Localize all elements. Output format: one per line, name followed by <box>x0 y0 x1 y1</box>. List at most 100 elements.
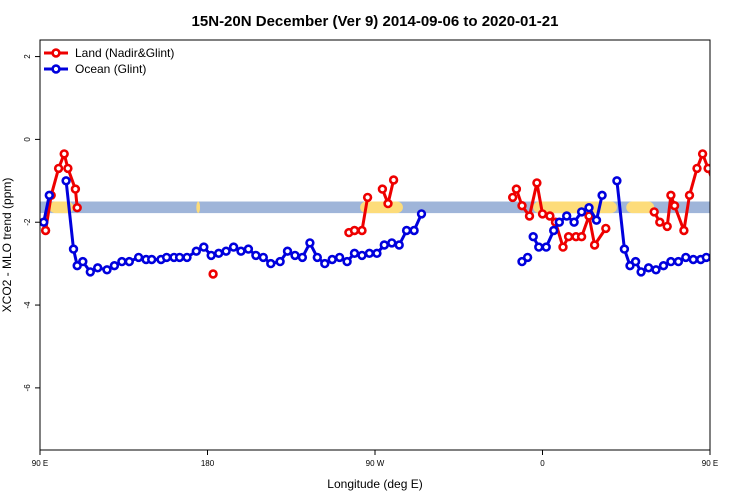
series-1-point-1-16 <box>174 252 185 263</box>
series-1-point-1-29 <box>275 256 285 267</box>
series-1-point-1-27 <box>258 252 268 263</box>
series-1-point-1-0 <box>61 176 71 186</box>
series-0-point-4-3 <box>524 211 535 221</box>
x-tick-label-1: 180 <box>201 459 215 468</box>
plot-background <box>40 40 710 450</box>
x-tick-label-2: 90 W <box>366 459 385 468</box>
legend-marker-1 <box>51 64 61 74</box>
x-axis-label: Longitude (deg E) <box>327 477 422 491</box>
series-1-point-2-1 <box>522 252 533 263</box>
y-tick-label-4: -6 <box>23 384 32 392</box>
series-1-point-1-41 <box>364 248 375 259</box>
series-1-point-1-7 <box>109 261 120 271</box>
series-1-point-4-10 <box>681 252 691 263</box>
series-1-point-1-8 <box>117 256 127 267</box>
series-1-point-1-22 <box>221 246 231 256</box>
series-1-point-3-6 <box>569 217 579 227</box>
series-1-point-4-13 <box>701 252 710 263</box>
series-1-point-1-4 <box>85 267 96 277</box>
series-1-point-4-3 <box>630 256 641 267</box>
series-0-point-4-6 <box>545 211 555 221</box>
series-1-point-1-33 <box>305 238 315 248</box>
series-1-point-4-6 <box>651 265 661 275</box>
series-0-point-3-2 <box>388 175 399 185</box>
series-0-point-4-13 <box>589 240 600 250</box>
series-1-point-1-38 <box>342 256 352 267</box>
series-0-point-2-1 <box>349 225 360 236</box>
series-1-point-1-3 <box>78 256 88 267</box>
series-1-point-4-4 <box>636 267 646 277</box>
series-1-point-3-0 <box>528 232 538 242</box>
y-tick-label-2: -2 <box>23 218 32 226</box>
series-1-point-3-3 <box>548 225 559 236</box>
legend-label-0: Land (Nadir&Glint) <box>75 46 174 60</box>
series-0-point-4-11 <box>576 232 587 242</box>
series-1-point-1-37 <box>334 252 345 263</box>
series-0-point-4-4 <box>532 178 542 188</box>
series-0-point-2-3 <box>362 192 373 203</box>
land-mask-1 <box>196 201 201 214</box>
series-1-point-1-23 <box>228 242 239 252</box>
series-1-point-3-2 <box>541 242 551 252</box>
series-1-point-1-5 <box>92 263 103 273</box>
series-1-point-1-14 <box>161 252 172 263</box>
series-1-point-1-35 <box>320 258 330 269</box>
series-0-point-5-11 <box>716 204 723 211</box>
series-0-point-1-0 <box>208 269 218 279</box>
land-mask-4 <box>626 201 655 214</box>
series-1-point-1-10 <box>133 252 144 263</box>
series-1-point-4-8 <box>666 256 676 267</box>
series-1-point-1-48 <box>416 209 427 219</box>
series-1-point-3-7 <box>576 207 587 217</box>
land-mask-3 <box>533 201 617 214</box>
series-1-point-1-17 <box>182 252 192 263</box>
series-1-point-1-6 <box>102 265 112 275</box>
legend-label-1: Ocean (Glint) <box>75 62 146 76</box>
series-0-point-5-1 <box>655 217 665 227</box>
series-1-point-1-1 <box>68 244 79 254</box>
series-1-point-1-18 <box>191 246 202 256</box>
series-1-point-1-26 <box>251 250 261 261</box>
series-0-point-5-6 <box>684 190 695 201</box>
series-0-point-4-1 <box>511 184 522 194</box>
series-1-point-3-1 <box>534 242 544 252</box>
series-0-point-0-6 <box>72 203 82 213</box>
x-tick-label-4: 90 E <box>702 459 718 468</box>
chart-title: 15N-20N December (Ver 9) 2014-09-06 to 2… <box>192 13 559 30</box>
series-1-point-1-20 <box>206 250 216 261</box>
series-1-point-1-28 <box>266 258 276 269</box>
series-1-point-1-47 <box>409 225 419 236</box>
series-0-point-5-8 <box>697 149 708 159</box>
series-1-point-4-0 <box>612 176 622 186</box>
series-1-point-1-19 <box>199 242 209 252</box>
series-1-point-1-43 <box>379 240 389 250</box>
y-tick-label-3: -4 <box>23 301 32 309</box>
series-0-point-0-4 <box>63 163 73 174</box>
series-1-point-1-46 <box>401 225 412 236</box>
y-axis-label: XCO2 - MLO trend (ppm) <box>0 178 14 313</box>
series-1-point-1-36 <box>327 254 337 265</box>
reference-band-layer <box>40 201 710 214</box>
series-0-point-5-0 <box>649 207 659 217</box>
series-1-point-4-5 <box>643 263 654 273</box>
series-0-point-4-14 <box>601 223 611 234</box>
series-0-point-4-0 <box>508 192 518 203</box>
series-1-point-4-7 <box>658 261 669 271</box>
series-0-point-0-2 <box>53 163 64 174</box>
series-1-point-3-9 <box>591 215 602 225</box>
series-1-point-1-31 <box>290 250 300 261</box>
series-0-point-5-5 <box>679 225 689 236</box>
series-1-point-1-21 <box>214 248 224 259</box>
legend: Land (Nadir&Glint) Ocean (Glint) <box>44 46 174 76</box>
y-tick-label-1: 0 <box>23 137 32 142</box>
series-0-point-5-10 <box>712 186 719 193</box>
series-0-point-3-1 <box>383 198 393 209</box>
series-1-point-1-24 <box>236 246 246 256</box>
series-1-point-3-5 <box>561 211 572 221</box>
series-1-point-3-10 <box>597 190 607 201</box>
series-1-point-4-9 <box>673 256 684 267</box>
series-0-point-5-2 <box>662 221 672 232</box>
series-0-point-4-5 <box>537 209 548 219</box>
series-0-point-2-2 <box>357 225 367 236</box>
series-1-point-1-12 <box>147 254 157 265</box>
